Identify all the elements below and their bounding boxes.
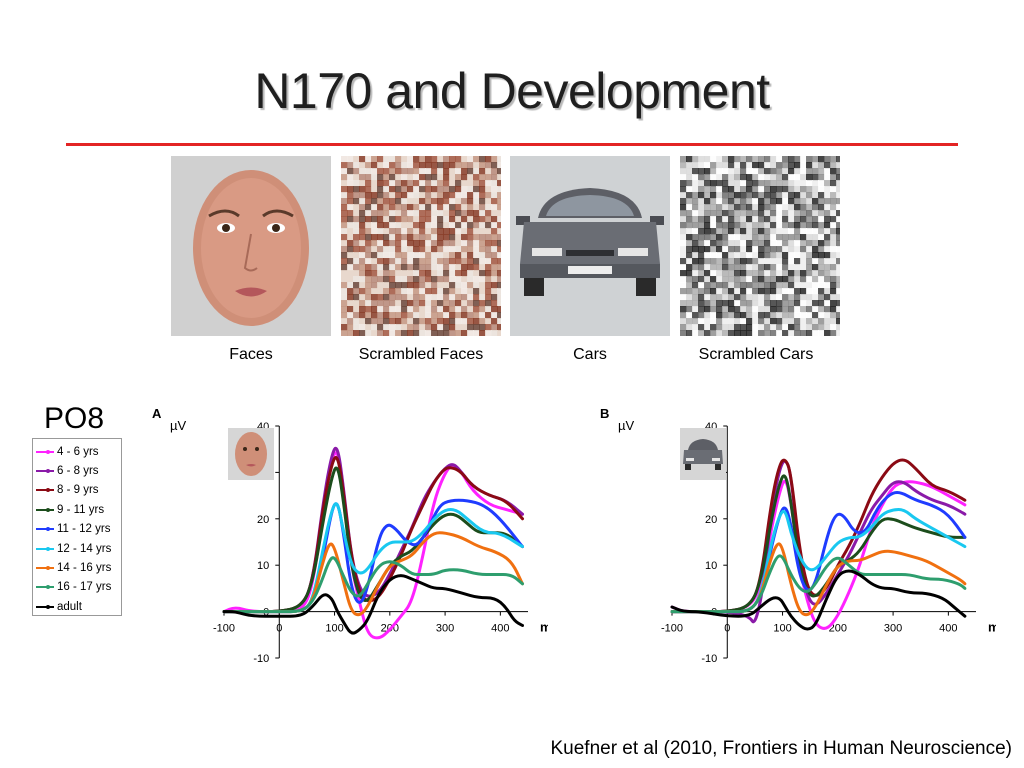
legend-item: 14 - 16 yrs [36,558,121,577]
legend-item: 16 - 17 yrs [36,578,121,597]
series-line [222,556,524,614]
legend-item: 11 - 12 yrs [36,520,121,539]
x-tick-label: 0 [724,623,730,635]
x-axis-label: ms [988,620,996,635]
y-tick-label: -10 [253,653,269,665]
series-line [670,554,967,614]
y-tick-label: 20 [705,514,717,526]
stimulus-label-faces: Faces [229,346,273,363]
stimulus-label-scrambled-faces: Scrambled Faces [358,346,484,363]
face-stimulus-image [171,156,331,336]
legend-label: 4 - 6 yrs [57,445,99,458]
series-line [222,574,524,635]
x-axis-label: ms [540,620,548,635]
legend-item: 8 - 9 yrs [36,481,121,500]
panel-label: B [600,406,609,421]
series-line [670,474,967,614]
legend-label: 12 - 14 yrs [57,542,112,555]
scrambled-face-stimulus-image [341,156,501,336]
legend-label: 6 - 8 yrs [57,465,99,478]
legend-item: adult [36,597,121,616]
x-tick-label: 300 [884,623,902,635]
y-tick-label: 20 [257,514,269,526]
x-tick-label: 300 [436,623,454,635]
panel-label: A [152,406,162,421]
car-stimulus-image [510,156,670,336]
face-thumbnail-icon [228,428,274,480]
x-tick-label: 400 [491,623,509,635]
legend-label: 14 - 16 yrs [57,562,112,575]
legend-swatch [36,546,54,551]
series-line [222,455,524,614]
legend-label: 16 - 17 yrs [57,581,112,594]
electrode-label: PO8 [44,402,105,435]
legend-item: 12 - 14 yrs [36,539,121,558]
x-tick-label: 0 [276,623,282,635]
legend-item: 4 - 6 yrs [36,442,121,461]
age-group-legend: 4 - 6 yrs 6 - 8 yrs 8 - 9 yrs 9 - 11 yrs 11 … [32,438,122,616]
car-thumbnail-icon [680,428,726,480]
legend-swatch [36,604,54,609]
series-line [670,569,967,631]
legend-swatch [36,488,54,493]
citation: Kuefner et al (2010, Frontiers in Human … [550,738,1012,759]
scrambled-car-stimulus-image [680,156,840,336]
y-axis-label: µV [618,418,634,433]
legend-label: 9 - 11 yrs [57,503,105,516]
y-tick-label: 10 [257,560,269,572]
legend-label: 8 - 9 yrs [57,484,99,497]
stimulus-label-cars: Cars [573,346,607,363]
legend-label: adult [57,600,82,613]
legend-swatch [36,449,54,454]
x-tick-label: -100 [661,623,683,635]
slide-title: N170 and Development [254,63,770,119]
legend-item: 6 - 8 yrs [36,461,121,480]
legend-swatch [36,527,54,532]
x-tick-label: -100 [213,623,235,635]
legend-swatch [36,469,54,474]
legend-swatch [36,507,54,512]
title-underline [66,143,958,146]
y-axis-label: µV [170,418,186,433]
x-tick-label: 200 [829,623,847,635]
x-tick-label: 100 [773,623,791,635]
stimulus-label-scrambled-cars: Scrambled Cars [698,346,814,363]
x-tick-label: 400 [939,623,957,635]
legend-swatch [36,585,54,590]
legend-item: 9 - 11 yrs [36,500,121,519]
legend-swatch [36,566,54,571]
y-tick-label: -10 [701,653,717,665]
y-tick-label: 10 [705,560,717,572]
legend-label: 11 - 12 yrs [57,523,111,536]
x-tick-label: 100 [325,623,343,635]
